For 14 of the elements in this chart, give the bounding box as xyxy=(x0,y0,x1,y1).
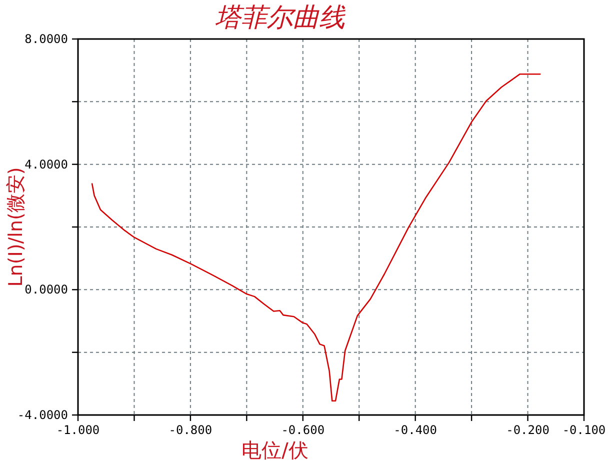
x-tick-label: -0.100 xyxy=(562,423,606,437)
y-tick-label: 8.0000 xyxy=(24,32,68,46)
x-tick-label: -0.200 xyxy=(506,423,550,437)
y-tick-label: 0.0000 xyxy=(24,282,68,297)
line-series xyxy=(91,73,541,402)
x-tick-label: -0.600 xyxy=(281,423,325,437)
y-tick-label: -4.0000 xyxy=(17,408,68,422)
x-tick-label: -1.000 xyxy=(56,423,100,437)
x-axis-title: 电位/伏 xyxy=(242,438,308,462)
x-tick-label: -0.800 xyxy=(168,423,212,437)
chart-title: 塔菲尔曲线 xyxy=(215,3,346,33)
y-axis-title: Ln(I)/ln(微安) xyxy=(5,167,27,287)
y-tick-label: 4.0000 xyxy=(24,157,68,172)
x-tick-label: -0.400 xyxy=(394,423,438,437)
